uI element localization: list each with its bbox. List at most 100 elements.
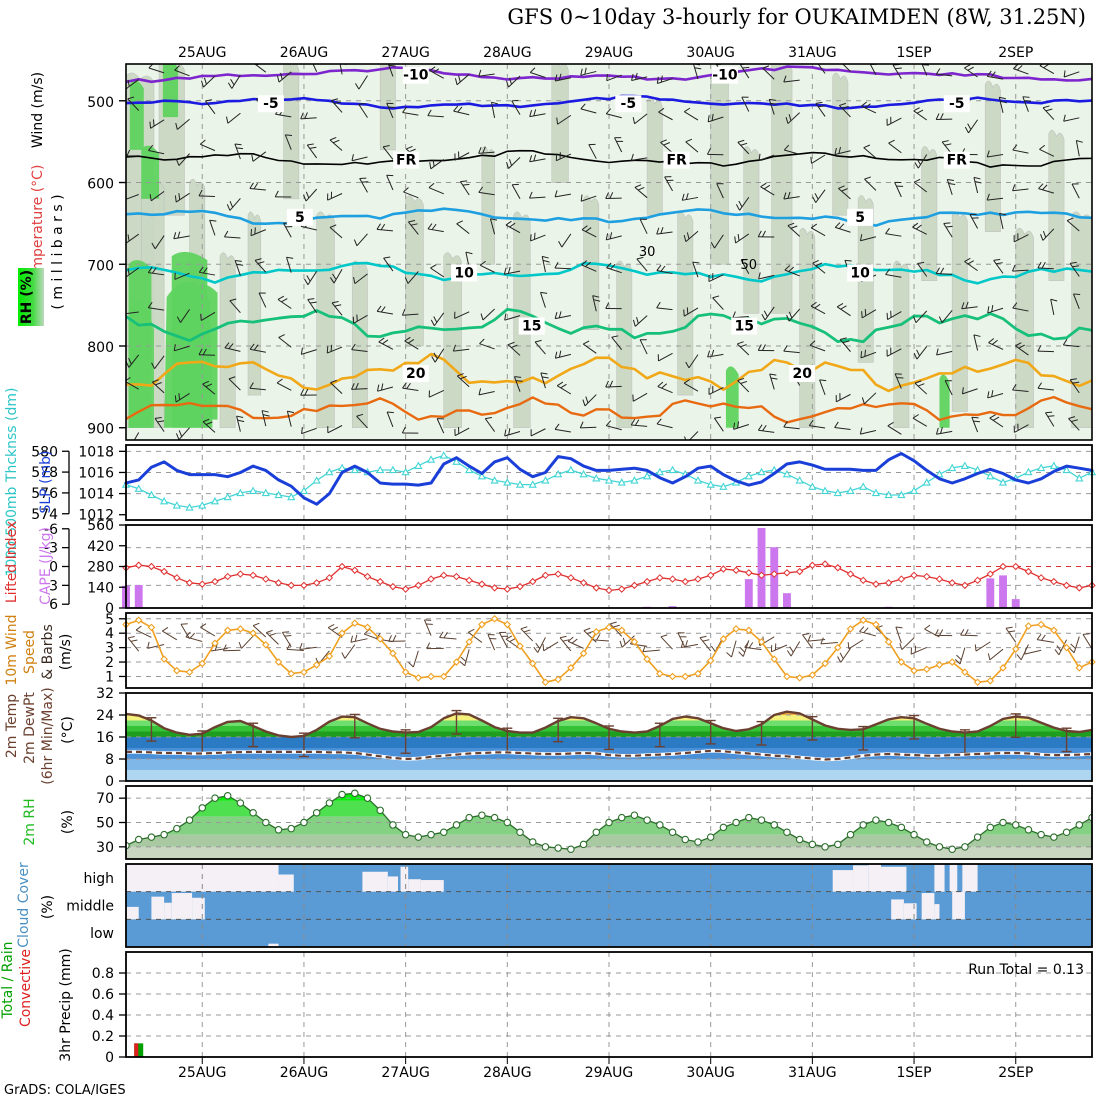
isotherm-FR — [126, 149, 1092, 168]
cloud-block — [151, 896, 165, 920]
axis-label-precip-conv: Convective — [18, 949, 34, 1027]
isotherm-label: -5 — [621, 96, 637, 112]
y-tick-pressure: 600 — [87, 177, 114, 193]
y-tick-cape: 420 — [87, 539, 114, 555]
cloud-row-label-middle: middle — [66, 899, 114, 915]
cloud-block — [387, 876, 399, 892]
axis-label-precip-total: Total / Rain — [0, 941, 16, 1019]
axis-label-cloud-units: (%) — [40, 895, 56, 919]
upper-panel-frame — [125, 63, 1093, 441]
y-tick-rh2m: 30 — [96, 840, 114, 856]
y-tick-pressure: 700 — [87, 258, 114, 274]
isotherm-label: 10 — [454, 265, 474, 281]
y-tick-wind: 3 — [105, 641, 114, 657]
x-tick-top: 31AUG — [788, 45, 837, 61]
axis-label-wind10m-b: Speed — [22, 630, 38, 674]
axis-label-cape: CAPE (J/kg) — [38, 527, 54, 605]
isotherm-label: -5 — [949, 96, 965, 112]
cloud-block — [171, 893, 193, 920]
isotherm-label: -5 — [263, 96, 279, 112]
cloud-block — [952, 891, 965, 920]
axis-label-dewpt2m: 2m DewPt — [22, 692, 38, 764]
cloud-block — [126, 906, 139, 920]
y-tick-li: -3 — [44, 541, 58, 557]
cape-bar — [1011, 599, 1020, 608]
axis-label-slp: SLP (mb) — [38, 450, 54, 513]
cape-bar — [757, 527, 766, 608]
cloud-block — [832, 870, 854, 892]
slp-thickness-panel: 580 578 576 574 1018 1016 1014 1012 — [31, 444, 1097, 524]
y-tick-precip: 0.2 — [92, 1029, 114, 1045]
isotherm-label: -10 — [712, 68, 738, 84]
y-tick-precip: 0.6 — [92, 987, 114, 1003]
x-tick-bottom: 27AUG — [381, 1065, 430, 1081]
y-tick-temp2m: 32 — [96, 686, 114, 702]
cloud-block — [949, 864, 958, 892]
cape-bar — [999, 575, 1007, 608]
axis-label-minmax: (6hr Min/Max) — [40, 687, 56, 784]
cape-bar — [986, 578, 995, 608]
x-tick-top: 25AUG — [178, 45, 227, 61]
x-tick-top: 2SEP — [998, 45, 1033, 61]
y-tick-temp2m: 8 — [105, 752, 114, 768]
y-tick-wind: 1 — [105, 669, 114, 685]
x-tick-bottom: 26AUG — [280, 1065, 329, 1081]
rh-contour-label: 50 — [741, 258, 758, 273]
cloud-block — [408, 879, 421, 892]
dewpoint2m-series — [126, 749, 1092, 761]
isotherm-label: 5 — [855, 210, 865, 226]
isotherm-20 — [126, 352, 1092, 393]
rh2m-panel: 70 50 30 — [96, 785, 1093, 860]
axis-label-rh2m: 2m RH — [22, 798, 38, 845]
isotherm-label: 20 — [406, 366, 426, 382]
y-tick-pressure: 500 — [87, 95, 114, 111]
x-tick-bottom: 30AUG — [686, 1065, 735, 1081]
cape-bar — [783, 593, 791, 608]
axis-label-lifted-index: Lifted Index — [4, 521, 20, 603]
y-tick-rh2m: 70 — [96, 791, 114, 807]
rh-legend-chip — [18, 268, 44, 326]
y-tick-precip: 0.4 — [92, 1008, 114, 1024]
y-tick-slp: 1016 — [78, 465, 114, 481]
y-tick-thickness: 574 — [31, 507, 58, 523]
x-tick-top: 30AUG — [686, 45, 735, 61]
y-tick-li: 6 — [49, 597, 58, 613]
x-tick-top: 28AUG — [483, 45, 532, 61]
axis-label-precip-axis: 3hr Precip (mm) — [58, 948, 74, 1061]
y-tick-li: 0 — [49, 560, 58, 576]
x-tick-bottom: 25AUG — [178, 1065, 227, 1081]
cloud-block — [400, 866, 409, 892]
x-tick-bottom: 2SEP — [998, 1065, 1033, 1081]
axis-label-rh2m-units: (%) — [60, 810, 76, 834]
y-tick-thickness: 578 — [31, 465, 58, 481]
rh-contour-label: 30 — [639, 245, 656, 260]
y-tick-thickness: 580 — [31, 444, 58, 460]
x-tick-top: 27AUG — [381, 45, 430, 61]
chart-title: GFS 0~10day 3-hourly for OUKAIMDEN (8W, … — [507, 5, 1086, 29]
axis-label-temperature: Temperature (°C) — [30, 165, 46, 287]
axis-label-temp2m: 2m Temp — [4, 694, 20, 758]
cape-bar — [134, 585, 143, 608]
cloud-block — [962, 864, 978, 892]
axis-label-wind10m-a: 10m Wind — [4, 614, 20, 685]
footer-credit: GrADS: COLA/IGES — [4, 1083, 126, 1098]
x-tick-bottom: 1SEP — [897, 1065, 932, 1081]
y-tick-thickness: 576 — [31, 486, 58, 502]
cloud-block — [934, 864, 945, 892]
isotherm-label: FR — [947, 153, 968, 169]
cloud-block — [278, 874, 294, 892]
cloud-cover-panel: high middle low — [66, 863, 1093, 948]
y-tick-cape: 280 — [87, 560, 114, 576]
isotherm-label: FR — [396, 153, 417, 169]
y-tick-slp: 1018 — [78, 444, 114, 460]
cloud-row-label-high: high — [83, 871, 114, 887]
axis-label-wind10m-c: & Barbs — [40, 624, 56, 680]
cloud-block — [192, 897, 205, 920]
isotherm-label: 5 — [295, 210, 305, 226]
cloud-block — [420, 880, 444, 892]
isotherm-label: 15 — [522, 319, 541, 335]
wind10m-barbs — [127, 619, 1093, 668]
y-tick-cape: 560 — [87, 518, 114, 534]
